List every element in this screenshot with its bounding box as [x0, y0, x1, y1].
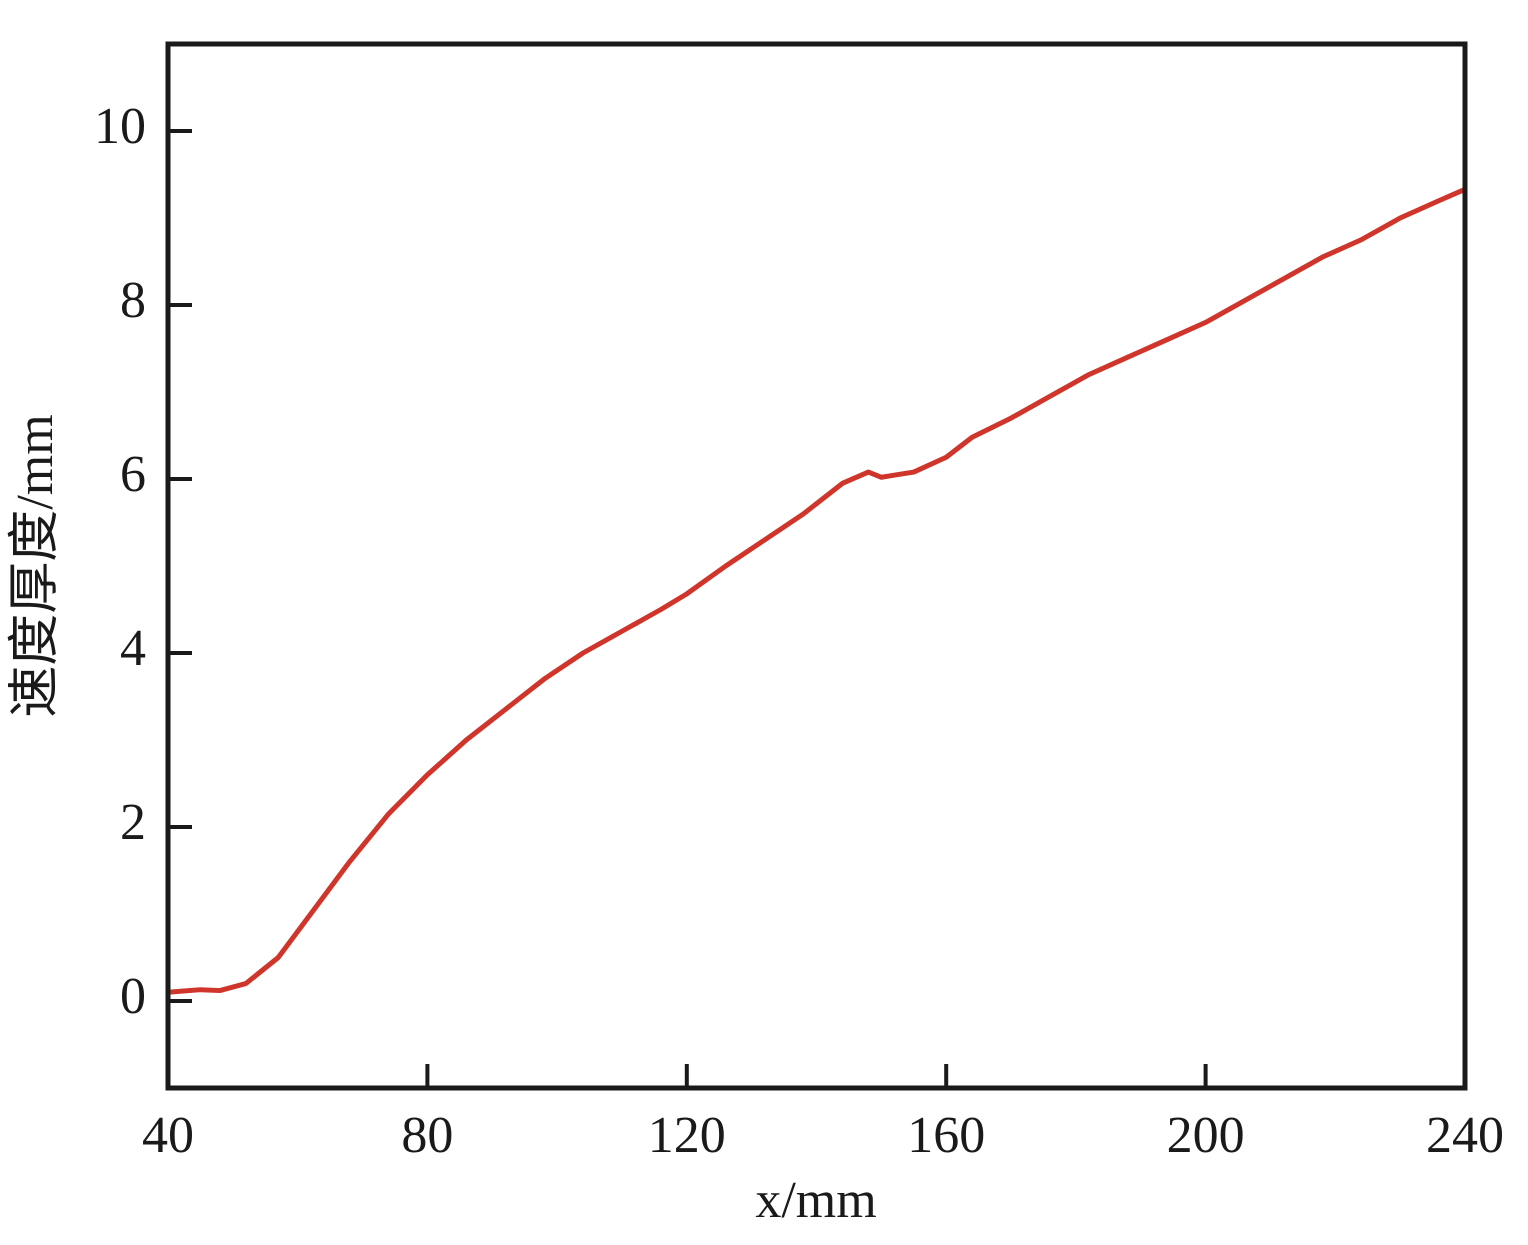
y-axis-label: 速度厚度/mm: [7, 414, 64, 717]
data-line: [167, 186, 1466, 995]
x-tick-label: 240: [1426, 1107, 1504, 1164]
y-tick-label: 10: [94, 98, 146, 155]
y-tick-label: 0: [120, 968, 146, 1025]
x-tick-label: 160: [907, 1107, 985, 1164]
y-tick-label: 2: [120, 794, 146, 851]
x-axis-label: x/mm: [755, 1172, 876, 1229]
y-tick-label: 8: [120, 272, 146, 329]
x-tick-label: 200: [1167, 1107, 1245, 1164]
x-tick-label: 40: [142, 1107, 194, 1164]
y-tick-label: 6: [120, 446, 146, 503]
y-tick-label: 4: [120, 620, 146, 677]
x-tick-label: 120: [648, 1107, 726, 1164]
x-tick-label: 80: [401, 1107, 453, 1164]
plot-frame: [165, 41, 1468, 1091]
